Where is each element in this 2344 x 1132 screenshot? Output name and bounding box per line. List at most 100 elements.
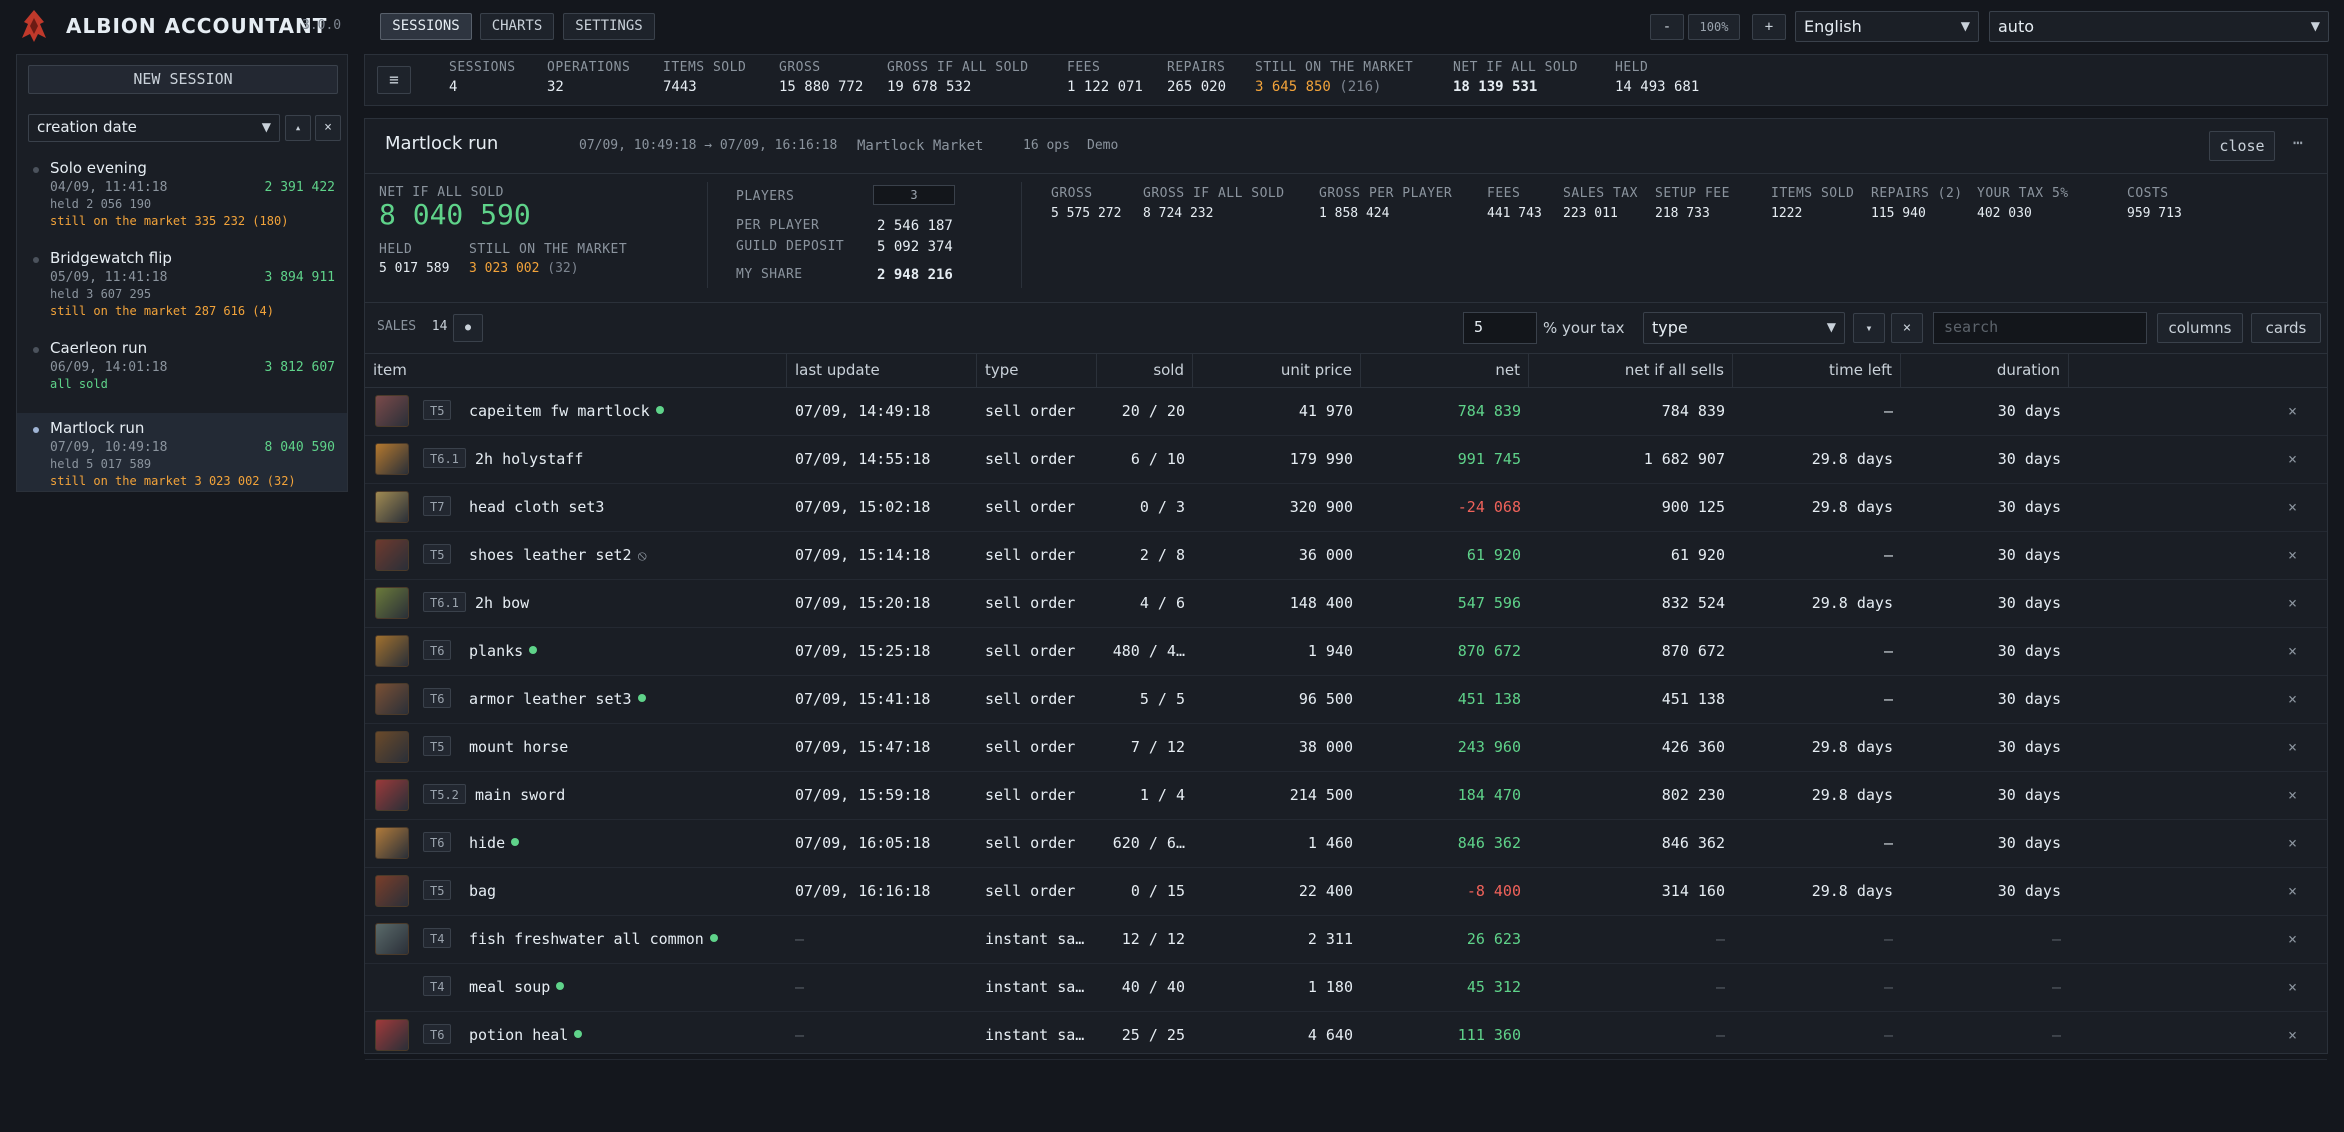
session-date: 07/09, 10:49:18	[50, 440, 168, 455]
remove-row-icon[interactable]: ×	[2287, 786, 2297, 804]
language-select[interactable]: English ▼	[1795, 11, 1979, 42]
columns-button[interactable]: columns	[2157, 313, 2243, 343]
tab-settings[interactable]: SETTINGS	[563, 13, 655, 40]
session-item[interactable]: Bridgewatch flip 05/09, 11:41:18 3 894 9…	[17, 243, 347, 329]
cell-duration: 30 days	[1997, 690, 2061, 708]
table-row[interactable]: T6 planks 07/09, 15:25:18 sell order 480 / 4…	[365, 627, 2327, 676]
cell-duration: 30 days	[1997, 786, 2061, 804]
zoom-out-button[interactable]: -	[1650, 14, 1684, 40]
table-row[interactable]: T6 hide 07/09, 16:05:18 sell order 620 / 6… 1…	[365, 819, 2327, 868]
sort-direction-button[interactable]: ▾	[1853, 313, 1885, 343]
col-item[interactable]: item	[365, 353, 787, 387]
table-row[interactable]: T5 shoes leather set2 ⦸ 07/09, 15:14:18 sell…	[365, 531, 2327, 580]
cell-type: sell order	[985, 834, 1076, 852]
item-thumbnail-icon	[375, 731, 409, 763]
close-session-button[interactable]: close	[2209, 131, 2275, 161]
session-item[interactable]: Caerleon run 06/09, 14:01:18 3 812 607 a…	[17, 333, 347, 413]
stat-label: GROSS PER PLAYER	[1319, 186, 1453, 201]
remove-row-icon[interactable]: ×	[2287, 882, 2297, 900]
cell-time-left: —	[1883, 1026, 1893, 1044]
tax-input[interactable]: 5	[1463, 312, 1537, 344]
search-input[interactable]: search	[1933, 312, 2147, 344]
item-thumbnail-icon	[375, 539, 409, 571]
per-player-value: 2 546 187	[877, 218, 953, 234]
table-row[interactable]: T6 potion heal — instant sa… 25 / 25 4 640 111…	[365, 1011, 2327, 1060]
cell-net: 784 839	[1457, 402, 1521, 420]
sort-select[interactable]: creation date ▼	[28, 114, 280, 142]
remove-row-icon[interactable]: ×	[2287, 1026, 2297, 1044]
col-sold[interactable]: sold	[1097, 353, 1193, 387]
cell-net-all: 832 524	[1661, 594, 1725, 612]
table-row[interactable]: T5 mount horse 07/09, 15:47:18 sell order 7 …	[365, 723, 2327, 772]
session-name: Bridgewatch flip	[50, 249, 172, 267]
summary-items-sold: ITEMS SOLD 7443	[663, 60, 747, 95]
session-status: still on the market 287 616 (4)	[50, 304, 274, 318]
zoom-in-button[interactable]: +	[1752, 14, 1786, 40]
menu-icon[interactable]: ≡	[377, 66, 411, 94]
cell-price: 38 000	[1298, 738, 1353, 756]
item-thumbnail-icon	[375, 635, 409, 667]
tab-charts[interactable]: CHARTS	[480, 13, 554, 40]
tier-badge: T4	[423, 976, 452, 996]
remove-row-icon[interactable]: ×	[2287, 834, 2297, 852]
col-time-left[interactable]: time left	[1733, 353, 1901, 387]
table-row[interactable]: T7 head cloth set3 07/09, 15:02:18 sell ord…	[365, 483, 2327, 532]
table-row[interactable]: T4 meal soup — instant sa… 40 / 40 1 180 45 31…	[365, 963, 2327, 1012]
cell-net: 184 470	[1457, 786, 1521, 804]
remove-row-icon[interactable]: ×	[2287, 978, 2297, 996]
remove-row-icon[interactable]: ×	[2287, 738, 2297, 756]
item-name: 2h holystaff	[475, 450, 584, 468]
new-session-button[interactable]: NEW SESSION	[28, 65, 338, 94]
remove-row-icon[interactable]: ×	[2287, 450, 2297, 468]
sort-clear-button[interactable]: ×	[315, 115, 341, 141]
remove-row-icon[interactable]: ×	[2287, 690, 2297, 708]
col-net-all[interactable]: net if all sells	[1529, 353, 1733, 387]
col-type[interactable]: type	[977, 353, 1097, 387]
table-row[interactable]: T6.1 2h holystaff 07/09, 14:55:18 sell orde…	[365, 435, 2327, 484]
item-thumbnail-icon	[375, 779, 409, 811]
session-dot	[33, 257, 39, 263]
table-row[interactable]: T5 capeitem fw martlock 07/09, 14:49:18 sel…	[365, 387, 2327, 436]
remove-row-icon[interactable]: ×	[2287, 402, 2297, 420]
table-row[interactable]: T6 armor leather set3 07/09, 15:41:18 sell …	[365, 675, 2327, 724]
cell-net: 61 920	[1466, 546, 1521, 564]
market-label: STILL ON THE MARKET	[469, 242, 628, 257]
cell-updated: —	[795, 978, 805, 996]
session-item[interactable]: Solo evening 04/09, 11:41:18 2 391 422 h…	[17, 153, 347, 239]
col-unit-price[interactable]: unit price	[1193, 353, 1361, 387]
cell-updated: 07/09, 15:02:18	[795, 498, 931, 516]
table-row[interactable]: T5.2 main sword 07/09, 15:59:18 sell order 1…	[365, 771, 2327, 820]
table-row[interactable]: T4 fish freshwater all common — instant sa……	[365, 915, 2327, 964]
type-filter-select[interactable]: type ▼	[1643, 312, 1845, 344]
session-item-active[interactable]: Martlock run 07/09, 10:49:18 8 040 590 h…	[17, 413, 347, 491]
clear-filter-button[interactable]: ×	[1891, 313, 1923, 343]
remove-row-icon[interactable]: ×	[2287, 546, 2297, 564]
col-duration[interactable]: duration	[1901, 353, 2069, 387]
remove-row-icon[interactable]: ×	[2287, 642, 2297, 660]
tier-badge: T5	[423, 736, 452, 756]
cell-net: -24 068	[1457, 498, 1521, 516]
remove-row-icon[interactable]: ×	[2287, 930, 2297, 948]
cell-updated: 07/09, 15:41:18	[795, 690, 931, 708]
cell-price: 320 900	[1289, 498, 1353, 516]
cell-type: sell order	[985, 450, 1076, 468]
session-value: 3 894 911	[264, 270, 335, 285]
guild-deposit-label: GUILD DEPOSIT	[736, 239, 845, 254]
remove-row-icon[interactable]: ×	[2287, 594, 2297, 612]
col-net[interactable]: net	[1361, 353, 1529, 387]
theme-select[interactable]: auto ▼	[1989, 11, 2329, 42]
table-row[interactable]: T5 bag 07/09, 16:16:18 sell order 0 / 15 22 4…	[365, 867, 2327, 916]
tab-sessions[interactable]: SESSIONS	[380, 13, 472, 40]
cell-price: 214 500	[1289, 786, 1353, 804]
table-row[interactable]: T6.1 2h bow 07/09, 15:20:18 sell order 4 / 6…	[365, 579, 2327, 628]
col-last-update[interactable]: last update	[787, 353, 977, 387]
sort-direction-button[interactable]: ▴	[285, 115, 311, 141]
more-icon[interactable]: ⋯	[2293, 133, 2303, 152]
remove-row-icon[interactable]: ×	[2287, 498, 2297, 516]
players-input[interactable]: 3	[873, 185, 955, 205]
status-dot-icon	[709, 933, 718, 942]
cell-net-all: —	[1715, 930, 1725, 948]
sales-toggle-button[interactable]: ●	[453, 314, 483, 342]
tax-label: % your tax	[1543, 319, 1625, 337]
cards-button[interactable]: cards	[2251, 313, 2321, 343]
